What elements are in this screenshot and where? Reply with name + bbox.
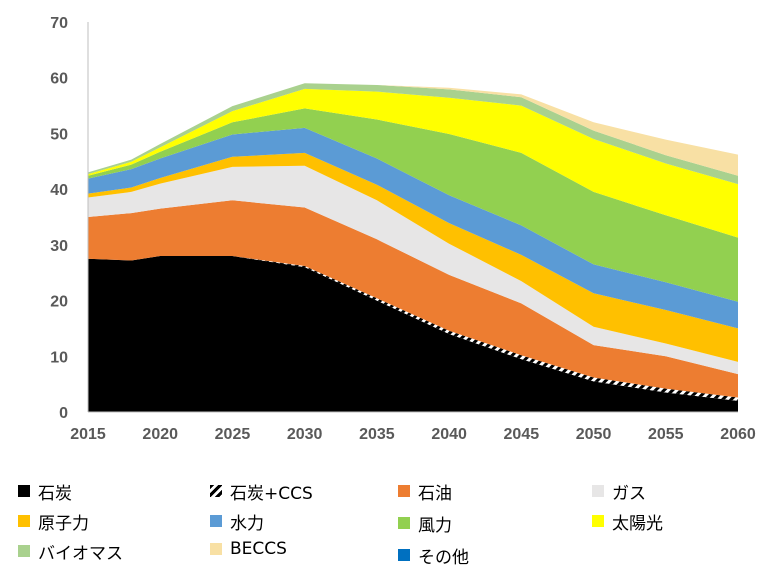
legend-swatch-coal-ccs [210, 485, 222, 497]
area-series-4 [88, 152, 738, 362]
x-tick-label: 2030 [287, 426, 323, 443]
x-tick-label: 2055 [648, 426, 684, 443]
legend-swatch-wind [398, 517, 410, 529]
legend-item-hydro: 水力 [210, 508, 264, 534]
area-series-5 [88, 127, 738, 329]
legend-swatch-oil [398, 485, 410, 497]
area-series-6 [88, 108, 738, 302]
legend-label-solar: 太陽光 [612, 513, 663, 534]
y-tick-label: 10 [50, 349, 68, 366]
legend-item-biomass: バイオマス [18, 538, 123, 564]
x-tick-label: 2040 [431, 426, 467, 443]
x-tick-label: 2035 [359, 426, 395, 443]
legend-item-beccs: BECCS [210, 536, 287, 562]
legend-label-coal-ccs: 石炭+CCS [230, 483, 313, 504]
legend: 石炭 石炭+CCS 石油 ガス 原子力 水力 風力 太陽光 バイオマス BECC… [0, 470, 768, 586]
legend-label-biomass: バイオマス [38, 543, 123, 564]
area-series-group [88, 83, 738, 412]
legend-swatch-hydro [210, 515, 222, 527]
legend-item-solar: 太陽光 [592, 508, 663, 534]
area-series-3 [88, 165, 738, 375]
legend-label-other: その他 [418, 547, 469, 568]
legend-label-oil: 石油 [418, 483, 452, 504]
legend-label-gas: ガス [612, 483, 646, 504]
y-tick-label: 50 [50, 126, 68, 143]
legend-item-wind: 風力 [398, 510, 452, 536]
legend-swatch-other [398, 549, 410, 561]
x-tick-label: 2015 [70, 426, 106, 443]
legend-label-coal: 石炭 [38, 483, 72, 504]
y-tick-label: 70 [50, 15, 68, 32]
area-series-9 [88, 83, 738, 176]
x-tick-label: 2045 [504, 426, 540, 443]
legend-swatch-coal [18, 485, 30, 497]
y-tick-label: 60 [50, 71, 68, 88]
legend-item-oil: 石油 [398, 478, 452, 504]
x-tick-label: 2050 [576, 426, 612, 443]
legend-label-wind: 風力 [418, 515, 452, 536]
legend-item-nuclear: 原子力 [18, 508, 89, 534]
x-tick-label: 2025 [215, 426, 251, 443]
legend-label-hydro: 水力 [230, 513, 264, 534]
x-tick-label: 2020 [142, 426, 178, 443]
legend-swatch-nuclear [18, 515, 30, 527]
legend-swatch-gas [592, 485, 604, 497]
legend-swatch-biomass [18, 545, 30, 557]
area-series-2 [88, 200, 738, 398]
legend-swatch-solar [592, 515, 604, 527]
legend-item-coal-ccs: 石炭+CCS [210, 478, 313, 504]
y-tick-label: 30 [50, 238, 68, 255]
y-tick-label: 20 [50, 294, 68, 311]
legend-item-coal: 石炭 [18, 478, 72, 504]
x-tick-label: 2060 [720, 426, 756, 443]
area-series-7 [88, 88, 738, 238]
legend-swatch-beccs [210, 543, 222, 555]
y-tick-label: 0 [59, 405, 68, 422]
legend-item-other: その他 [398, 542, 469, 568]
area-series-0 [88, 256, 738, 412]
legend-label-nuclear: 原子力 [38, 513, 89, 534]
y-tick-label: 40 [50, 182, 68, 199]
legend-item-gas: ガス [592, 478, 646, 504]
legend-label-beccs: BECCS [230, 539, 287, 559]
